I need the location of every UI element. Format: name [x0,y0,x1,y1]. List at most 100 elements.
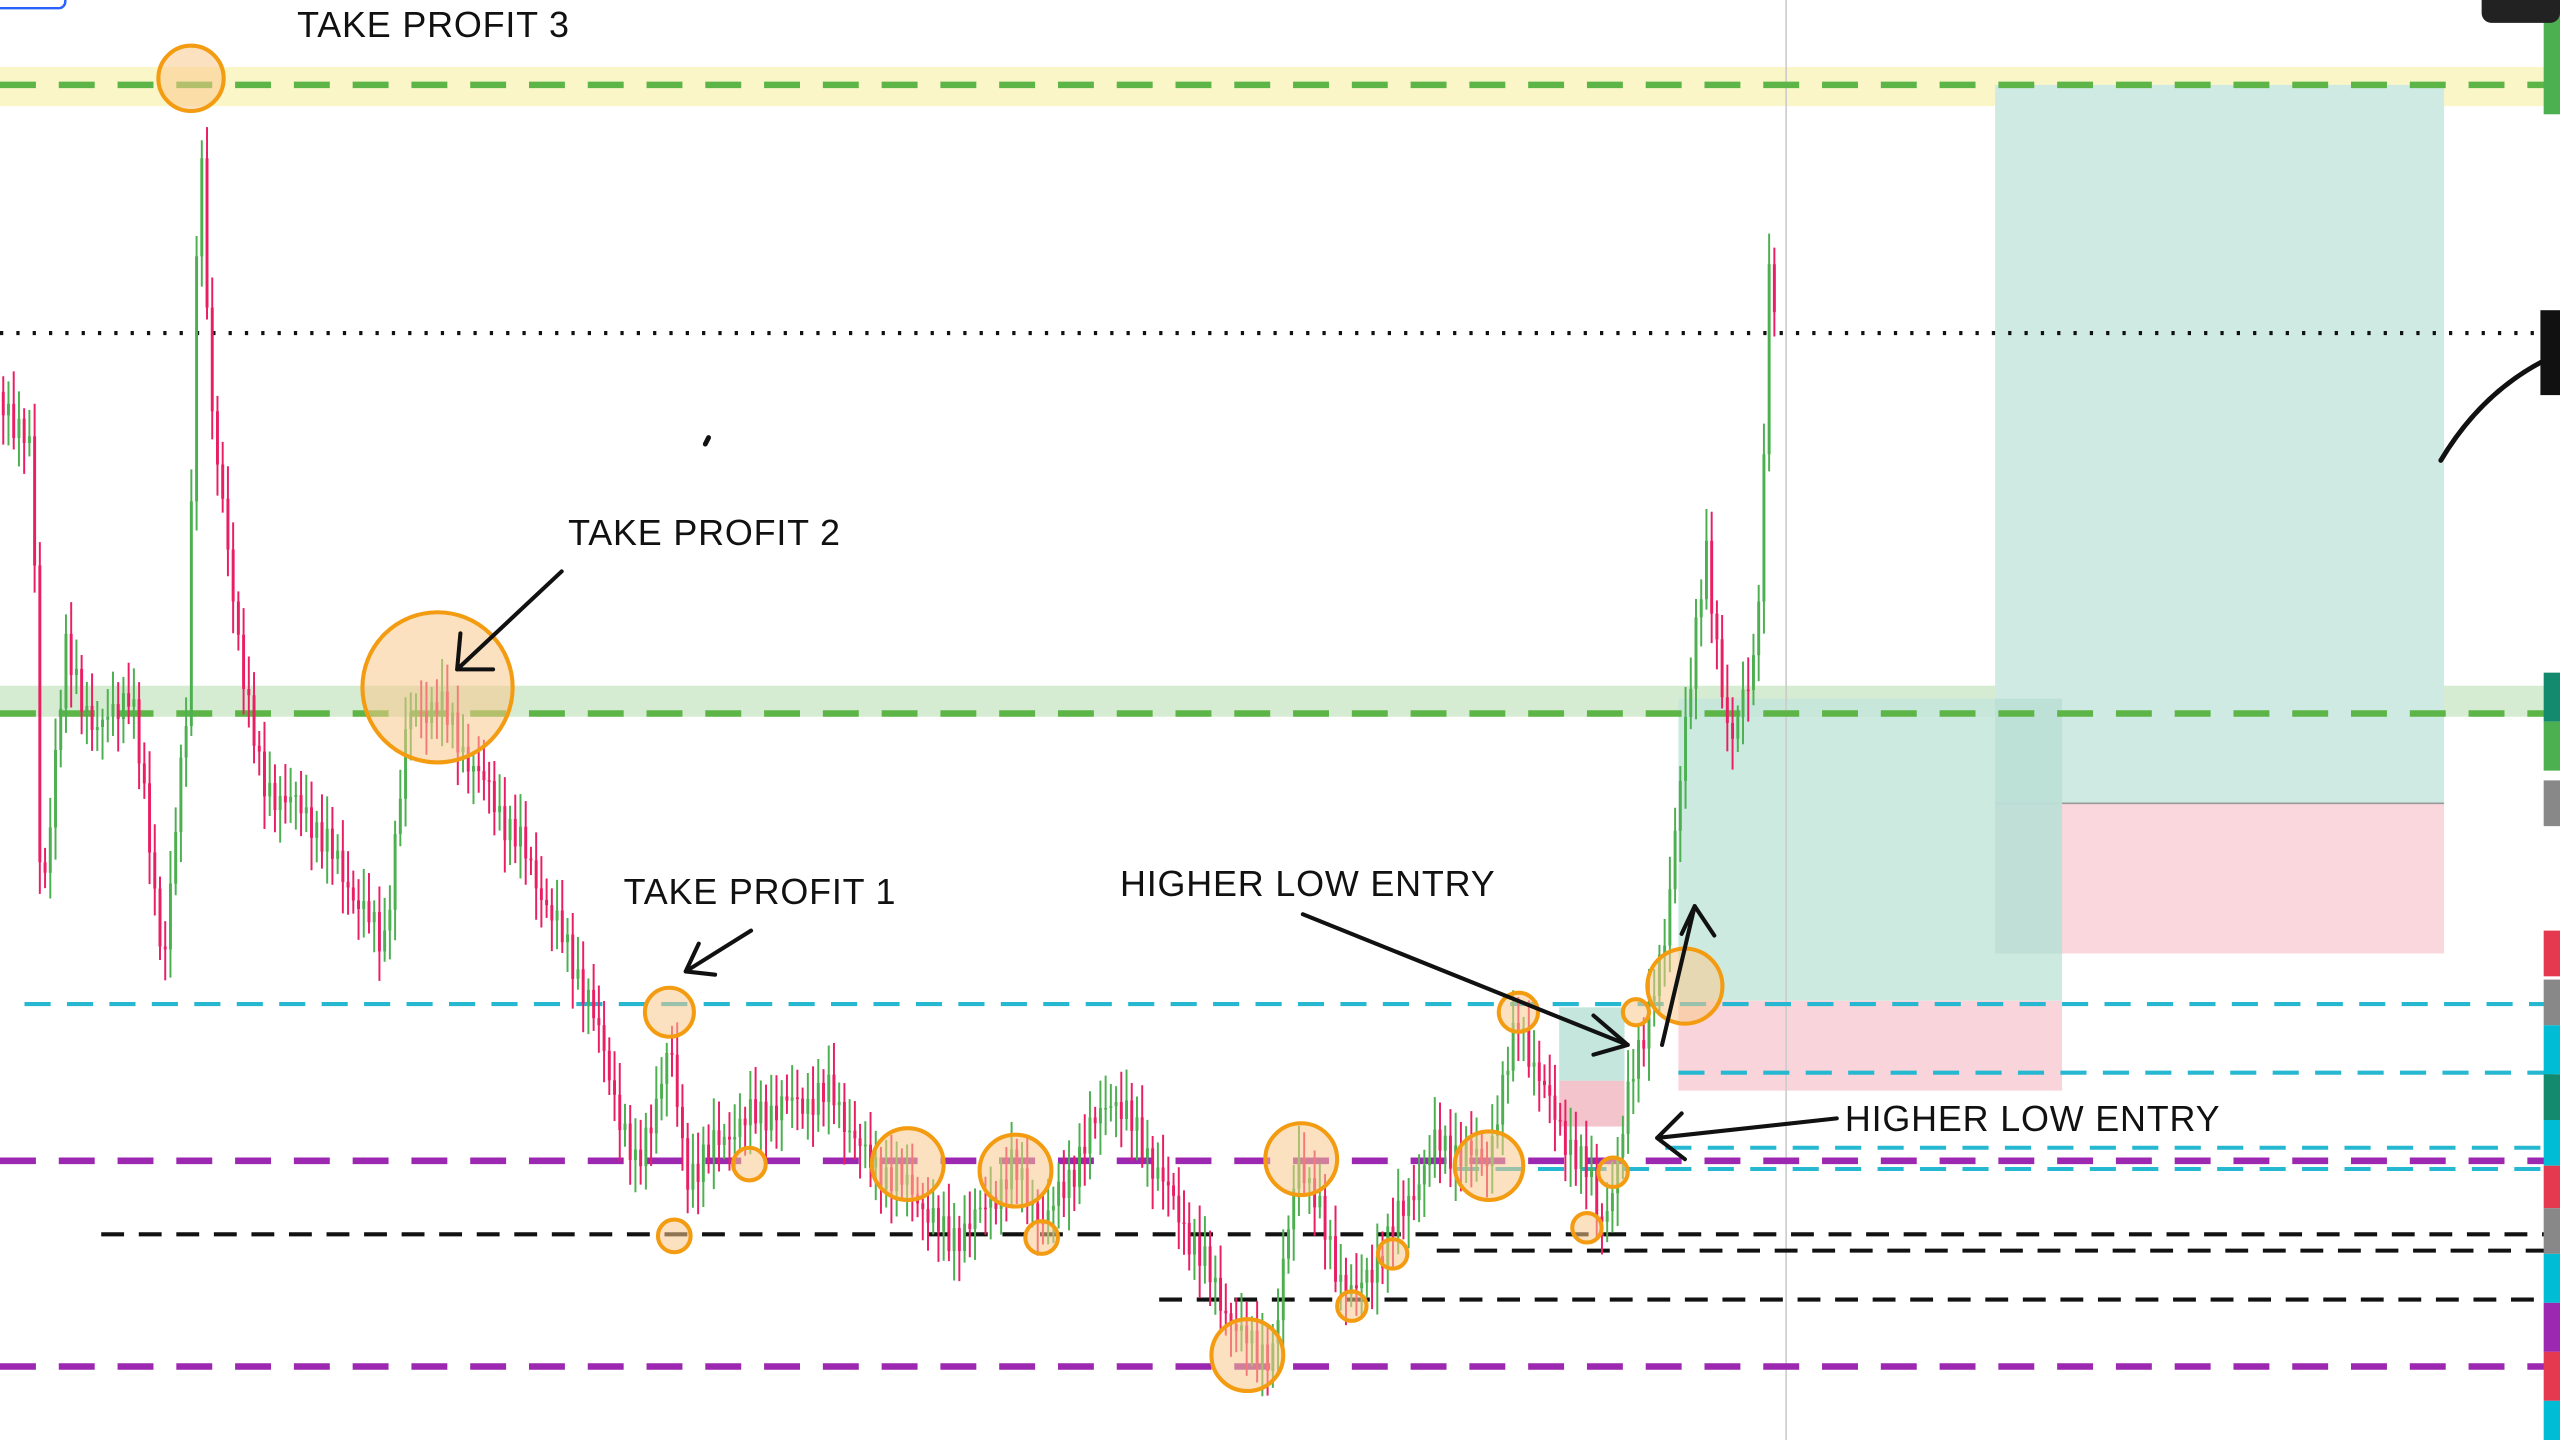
candle-body [179,757,183,833]
candle-body [1192,1236,1196,1255]
candle-body [1647,1001,1651,1049]
candle-body [968,1223,972,1229]
candle-body [168,883,172,950]
candle-body [48,827,52,873]
candle-body [38,565,42,863]
candle-body [1213,1277,1217,1283]
annotation-label: TAKE PROFIT 2 [568,512,841,553]
candle-body [947,1216,951,1252]
highlight-circle [1452,1129,1526,1203]
candle-body [54,750,57,828]
candle-body [1098,1108,1102,1124]
candle-body [822,1082,825,1102]
candle-body [1668,889,1672,946]
candle-body [216,411,219,465]
candle-body [1334,1236,1337,1282]
candle-body [1140,1117,1144,1158]
candle-body [59,708,63,751]
candle-body [1684,716,1688,781]
marker [2543,1253,2560,1303]
toolbar-button[interactable] [0,0,67,10]
candle-body [498,806,502,813]
candle-body [268,782,272,797]
candle-body [686,1138,690,1190]
candle-body [978,1207,982,1210]
highlight-circle [977,1132,1054,1209]
marker [2543,721,2560,771]
candle-body [1610,1193,1614,1212]
candle-body [1276,1320,1280,1344]
candle-body [853,1130,857,1139]
candle-body [1396,1200,1400,1237]
candle-body [733,1136,737,1140]
candle-body [1177,1195,1181,1223]
marker [2540,310,2560,396]
highlight-circle [360,610,515,765]
arrows [455,356,2550,1162]
candle-body [310,807,313,838]
candle-body [1036,1203,1040,1223]
candle-body [283,795,287,803]
arrow [1300,912,1630,1057]
marker [2543,0,2560,115]
marker [2543,672,2560,722]
candle-body [858,1138,862,1146]
candle-body [294,795,298,797]
info-button[interactable] [2481,0,2560,23]
candle-body [1694,617,1698,689]
candle-body [848,1130,852,1133]
candle-body [1203,1246,1207,1266]
candle-body [1229,1313,1233,1325]
candle-body [1699,599,1703,618]
candle-body [785,1096,789,1101]
candle-body [1621,1134,1625,1158]
candle-body [1443,1135,1447,1151]
candle-body [90,705,94,730]
candle-body [869,1144,872,1168]
candle-body [1401,1200,1405,1216]
candle-body [957,1228,961,1252]
highlight-circle [1596,1155,1630,1189]
candle-body [346,881,350,888]
candle-body [242,634,246,690]
candle-body [1637,1040,1640,1079]
candle-body [278,795,282,810]
candle-body [1208,1246,1212,1283]
candle-body [586,989,590,1004]
candle-body [790,1097,794,1101]
candle-body [1438,1129,1442,1151]
candle-body [539,888,543,900]
candle-body [1145,1148,1149,1158]
candle-body [581,969,585,1004]
candle-body [576,969,580,979]
candle-body [764,1101,768,1131]
candle-body [1161,1167,1165,1182]
candle-body [1281,1258,1285,1321]
candle-body [1715,613,1719,640]
candle-body [377,912,381,952]
candle-body [508,818,512,841]
candle-body [832,1074,836,1106]
highlights [156,43,1725,1394]
candle-body [1088,1117,1092,1154]
candle-body [1532,1062,1536,1067]
candle-body [367,901,371,923]
candle-body [357,900,360,910]
candle-body [748,1099,752,1126]
candle-body [696,1163,700,1182]
candle-body [33,436,37,566]
candle-body [231,549,235,602]
candle-body [315,822,319,838]
candle-body [1198,1236,1202,1266]
candle-body [1370,1269,1374,1283]
candle-body [1506,1070,1510,1075]
candle-body [827,1074,831,1102]
candle-body [1631,1078,1635,1082]
candle-body [654,1098,658,1134]
highlight-circle [1335,1289,1369,1323]
candle-body [64,633,68,709]
marker [2543,1165,2560,1209]
candle-body [1287,1229,1290,1259]
candle-body [1156,1167,1160,1179]
candles [1,127,1776,1397]
